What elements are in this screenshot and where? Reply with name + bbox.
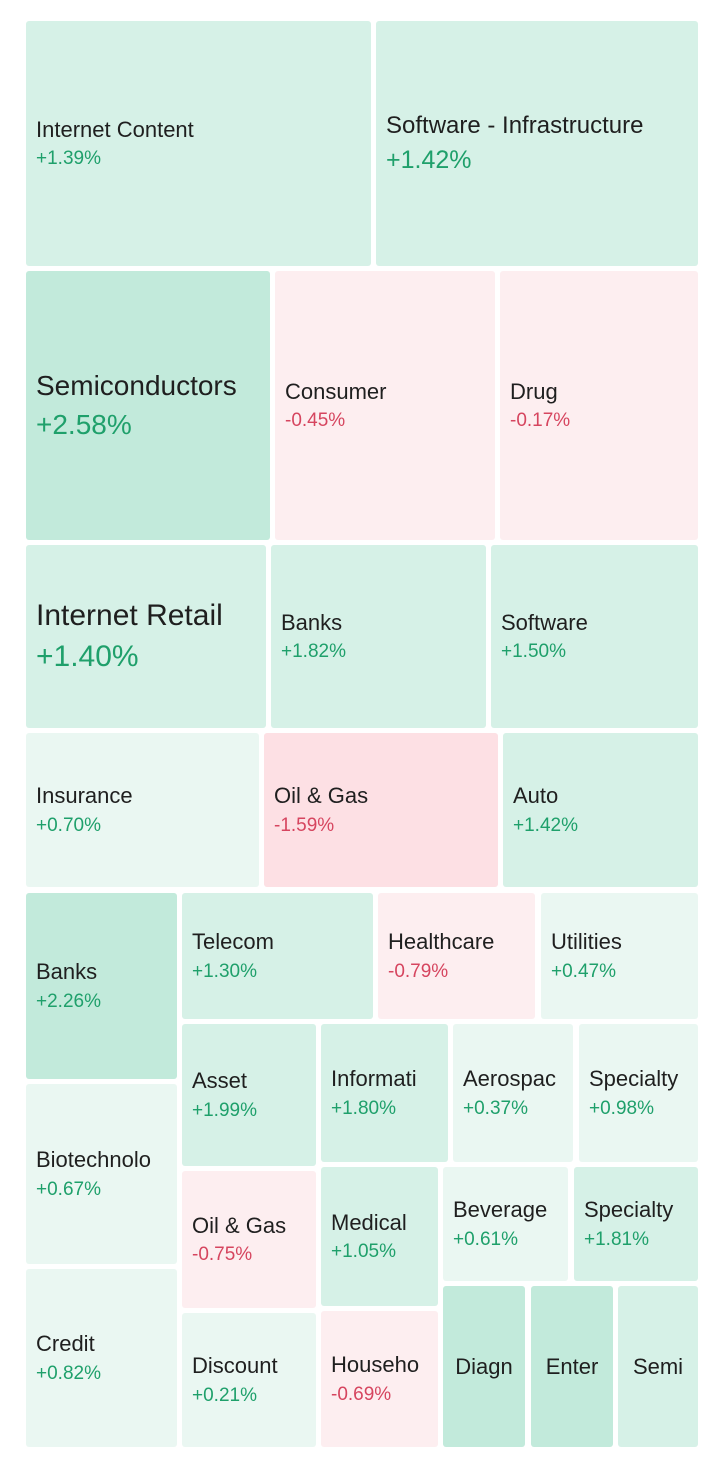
tile-change: +0.37% xyxy=(463,1097,528,1119)
tile-label: Software - Infrastructure xyxy=(386,112,644,140)
tile-label: Healthcare xyxy=(388,929,495,955)
treemap-tile-insurance[interactable]: Insurance +0.70% xyxy=(26,733,259,887)
tile-change: +1.82% xyxy=(281,641,346,663)
tile-label: Internet Retail xyxy=(36,599,223,632)
tile-change: +1.50% xyxy=(501,641,566,663)
treemap-tile-banks[interactable]: Banks +1.82% xyxy=(271,545,486,728)
tile-label: Diagn xyxy=(455,1353,513,1379)
treemap-tile-healthcare[interactable]: Healthcare -0.79% xyxy=(378,893,535,1019)
tile-label: Discount xyxy=(192,1353,278,1379)
tile-change: +1.99% xyxy=(192,1099,257,1121)
tile-label: Auto xyxy=(513,783,559,809)
tile-change: +0.98% xyxy=(589,1097,654,1119)
treemap-tile-specialty[interactable]: Specialty +0.98% xyxy=(579,1024,698,1162)
tile-change: +0.21% xyxy=(192,1384,257,1406)
treemap-tile-oil-and-gas[interactable]: Oil & Gas -1.59% xyxy=(264,733,498,887)
tile-label: Telecom xyxy=(192,929,274,955)
tile-change: +1.39% xyxy=(36,148,101,170)
tile-label: Medical xyxy=(331,1209,407,1235)
tile-label: Drug xyxy=(510,378,558,404)
tile-label: Semiconductors xyxy=(36,370,237,402)
treemap-tile-oil-and-gas[interactable]: Oil & Gas -0.75% xyxy=(182,1171,316,1308)
tile-label: Specialty xyxy=(584,1197,674,1223)
treemap-tile-diagn[interactable]: Diagn xyxy=(443,1286,525,1447)
tile-change: +1.30% xyxy=(192,960,257,982)
treemap-tile-software[interactable]: Software +1.50% xyxy=(491,545,698,728)
tile-label: Software xyxy=(501,609,588,635)
tile-change: +0.82% xyxy=(36,1362,101,1384)
treemap-tile-semiconductors[interactable]: Semiconductors +2.58% xyxy=(26,271,270,540)
tile-label: Informati xyxy=(331,1066,417,1092)
tile-change: +1.42% xyxy=(386,145,472,174)
treemap-tile-medical[interactable]: Medical +1.05% xyxy=(321,1167,438,1306)
treemap-tile-internet-content[interactable]: Internet Content +1.39% xyxy=(26,21,371,266)
tile-label: Aerospac xyxy=(463,1066,556,1092)
tile-label: Utilities xyxy=(551,929,622,955)
tile-label: Banks xyxy=(36,959,98,985)
tile-label: Specialty xyxy=(589,1066,679,1092)
treemap-tile-discount[interactable]: Discount +0.21% xyxy=(182,1313,316,1447)
tile-change: +0.67% xyxy=(36,1178,101,1200)
tile-label: Asset xyxy=(192,1068,248,1094)
tile-label: Semi xyxy=(632,1353,684,1379)
tile-label: Consumer xyxy=(285,378,387,404)
tile-change: -0.17% xyxy=(510,410,571,432)
treemap-tile-drug[interactable]: Drug -0.17% xyxy=(500,271,698,540)
treemap-tile-informati[interactable]: Informati +1.80% xyxy=(321,1024,448,1162)
treemap-tile-utilities[interactable]: Utilities +0.47% xyxy=(541,893,698,1019)
treemap-tile-auto[interactable]: Auto +1.42% xyxy=(503,733,698,887)
tile-change: +0.47% xyxy=(551,960,616,982)
treemap-tile-househo[interactable]: Househo -0.69% xyxy=(321,1311,438,1447)
treemap-tile-beverage[interactable]: Beverage +0.61% xyxy=(443,1167,568,1281)
tile-change: -0.45% xyxy=(285,410,346,432)
tile-change: +1.40% xyxy=(36,639,139,673)
tile-label: Oil & Gas xyxy=(192,1212,287,1238)
tile-label: Banks xyxy=(281,609,343,635)
bottom-edge xyxy=(0,1466,722,1474)
tile-change: -0.69% xyxy=(331,1383,392,1405)
treemap-tile-semi[interactable]: Semi xyxy=(618,1286,698,1447)
tile-change: +2.58% xyxy=(36,408,132,440)
tile-change: -0.75% xyxy=(192,1244,253,1266)
tile-label: Insurance xyxy=(36,783,133,809)
tile-change: -1.59% xyxy=(274,814,335,836)
tile-label: Internet Content xyxy=(36,116,194,142)
tile-change: +1.42% xyxy=(513,814,578,836)
treemap-tile-credit[interactable]: Credit +0.82% xyxy=(26,1269,177,1447)
treemap-tile-biotechnolo[interactable]: Biotechnolo +0.67% xyxy=(26,1084,177,1264)
tile-label: Credit xyxy=(36,1331,95,1357)
treemap-tile-aerospac[interactable]: Aerospac +0.37% xyxy=(453,1024,573,1162)
tile-change: +1.05% xyxy=(331,1241,396,1263)
tile-change: +0.70% xyxy=(36,814,101,836)
tile-label: Househo xyxy=(331,1352,420,1378)
tile-change: +2.26% xyxy=(36,990,101,1012)
treemap-tile-software-infrastructure[interactable]: Software - Infrastructure +1.42% xyxy=(376,21,698,266)
treemap-tile-telecom[interactable]: Telecom +1.30% xyxy=(182,893,373,1019)
tile-change: -0.79% xyxy=(388,960,449,982)
treemap-tile-internet-retail[interactable]: Internet Retail +1.40% xyxy=(26,545,266,728)
tile-change: +1.81% xyxy=(584,1228,649,1250)
treemap-tile-banks[interactable]: Banks +2.26% xyxy=(26,893,177,1079)
tile-change: +1.80% xyxy=(331,1097,396,1119)
tile-label: Oil & Gas xyxy=(274,783,369,809)
treemap-tile-consumer[interactable]: Consumer -0.45% xyxy=(275,271,495,540)
treemap-tile-asset[interactable]: Asset +1.99% xyxy=(182,1024,316,1166)
tile-label: Beverage xyxy=(453,1197,548,1223)
treemap-tile-enter[interactable]: Enter xyxy=(531,1286,613,1447)
tile-label: Biotechnolo xyxy=(36,1147,151,1173)
tile-label: Enter xyxy=(545,1353,599,1379)
treemap-tile-specialty[interactable]: Specialty +1.81% xyxy=(574,1167,698,1281)
tile-change: +0.61% xyxy=(453,1228,518,1250)
